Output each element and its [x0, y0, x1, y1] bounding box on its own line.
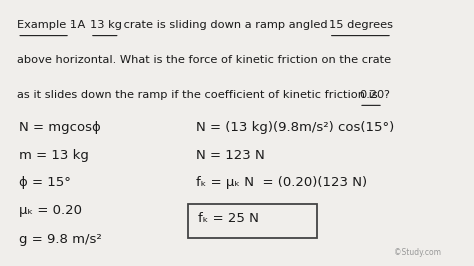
Text: g = 9.8 m/s²: g = 9.8 m/s²: [19, 233, 102, 246]
Text: : A: : A: [70, 20, 89, 30]
Text: fₖ = μₖ N  = (0.20)(123 N): fₖ = μₖ N = (0.20)(123 N): [196, 176, 367, 189]
Text: N = 123 N: N = 123 N: [196, 149, 264, 162]
Text: 15 degrees: 15 degrees: [329, 20, 393, 30]
Text: ©Study.com: ©Study.com: [394, 248, 441, 257]
Text: above horizontal. What is the force of kinetic friction on the crate: above horizontal. What is the force of k…: [17, 55, 392, 65]
Text: m = 13 kg: m = 13 kg: [19, 149, 89, 162]
Text: fₖ = 25 N: fₖ = 25 N: [198, 212, 259, 225]
Text: μₖ = 0.20: μₖ = 0.20: [19, 204, 82, 217]
Text: ϕ = 15°: ϕ = 15°: [19, 176, 71, 189]
FancyBboxPatch shape: [188, 204, 317, 238]
Text: crate is sliding down a ramp angled: crate is sliding down a ramp angled: [120, 20, 331, 30]
Text: as it slides down the ramp if the coefficient of kinetic friction is: as it slides down the ramp if the coeffi…: [17, 90, 382, 99]
Text: N = mgcosϕ: N = mgcosϕ: [19, 121, 101, 134]
Text: 0.20: 0.20: [359, 90, 384, 99]
Text: ?: ?: [383, 90, 389, 99]
Text: 13 kg: 13 kg: [90, 20, 122, 30]
Text: Example 1: Example 1: [17, 20, 77, 30]
Text: N = (13 kg)(9.8m/s²) cos(15°): N = (13 kg)(9.8m/s²) cos(15°): [196, 121, 394, 134]
